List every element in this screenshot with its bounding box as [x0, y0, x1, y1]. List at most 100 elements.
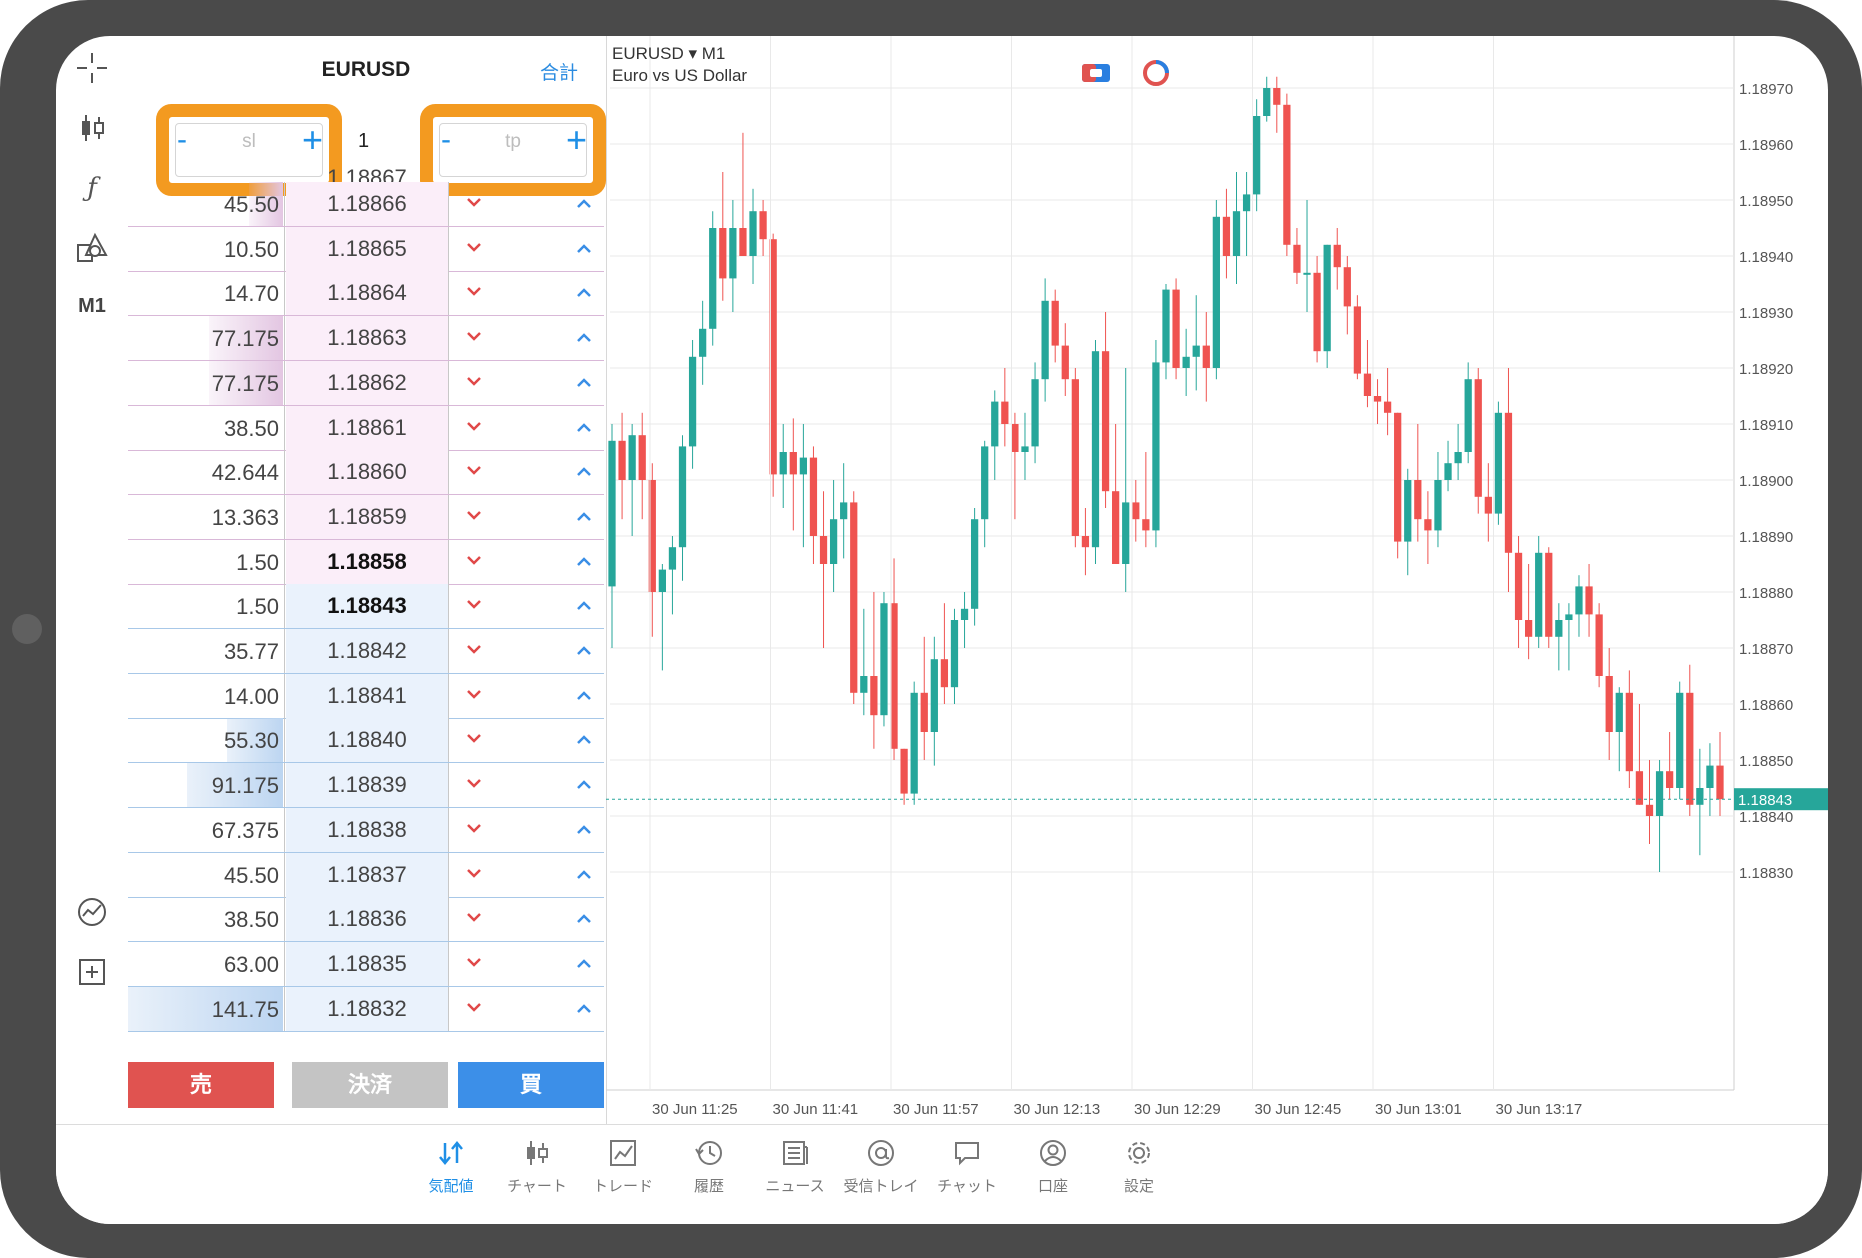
dom-row[interactable]: 67.375 1.18838	[128, 807, 604, 853]
dom-row[interactable]: 141.75 1.18832	[128, 986, 604, 1032]
buy-limit-chevron-icon[interactable]	[576, 328, 592, 349]
sell-limit-chevron-icon[interactable]	[466, 907, 482, 928]
buy-limit-chevron-icon[interactable]	[576, 954, 592, 975]
sell-limit-chevron-icon[interactable]	[466, 863, 482, 884]
column-divider	[448, 405, 449, 450]
dom-row[interactable]: 38.50 1.18861	[128, 405, 604, 451]
candle-body	[1605, 676, 1613, 732]
sell-button[interactable]: 売	[128, 1062, 274, 1108]
tp-field[interactable]	[439, 123, 587, 177]
sell-limit-chevron-icon[interactable]	[466, 639, 482, 660]
chart-canvas[interactable]: 1.18970 1.18960 1.18950 1.18940 1.18930 1.189…	[606, 36, 1828, 1124]
crosshair-icon[interactable]	[72, 48, 112, 88]
column-divider	[284, 494, 285, 539]
sell-limit-chevron-icon[interactable]	[466, 728, 482, 749]
buy-limit-chevron-icon[interactable]	[576, 909, 592, 930]
buy-limit-chevron-icon[interactable]	[576, 686, 592, 707]
dom-row[interactable]: 1.50 1.18858	[128, 539, 604, 585]
sell-limit-chevron-icon[interactable]	[466, 416, 482, 437]
buy-limit-chevron-icon[interactable]	[576, 730, 592, 751]
indicators-icon[interactable]: ƒ	[87, 173, 97, 203]
price-tick-label: 1.18900	[1739, 473, 1793, 490]
dom-row[interactable]: 38.50 1.18836	[128, 897, 604, 943]
buy-limit-chevron-icon[interactable]	[576, 507, 592, 528]
buy-limit-chevron-icon[interactable]	[576, 462, 592, 483]
sell-limit-chevron-icon[interactable]	[466, 952, 482, 973]
new-order-icon[interactable]	[72, 952, 112, 992]
buy-limit-chevron-icon[interactable]	[576, 194, 592, 215]
candlestick-icon[interactable]	[72, 108, 112, 148]
dom-row[interactable]: 10.50 1.18865	[128, 226, 604, 272]
nav-item-mail[interactable]: 受信トレイ	[836, 1133, 926, 1196]
nav-item-quotes[interactable]: 気配値	[406, 1133, 496, 1196]
tp-stepper[interactable]: - tp +	[430, 114, 596, 186]
sell-limit-chevron-icon[interactable]	[466, 594, 482, 615]
sell-limit-chevron-icon[interactable]	[466, 460, 482, 481]
sl-field[interactable]	[175, 123, 323, 177]
indicator-ring-icon[interactable]	[1143, 60, 1169, 86]
buy-limit-chevron-icon[interactable]	[576, 373, 592, 394]
dom-row[interactable]: 77.175 1.18862	[128, 360, 604, 406]
price-chart[interactable]: 1.18970 1.18960 1.18950 1.18940 1.18930 1.189…	[606, 36, 1828, 1124]
nav-item-chart[interactable]: チャート	[492, 1133, 582, 1196]
sell-limit-chevron-icon[interactable]	[466, 684, 482, 705]
nav-item-trade[interactable]: トレード	[578, 1133, 668, 1196]
buy-limit-chevron-icon[interactable]	[576, 820, 592, 841]
buy-limit-chevron-icon[interactable]	[576, 239, 592, 260]
sell-limit-chevron-icon[interactable]	[466, 505, 482, 526]
nav-item-history[interactable]: 履歴	[664, 1133, 754, 1196]
buy-button[interactable]: 買	[458, 1062, 604, 1108]
sell-limit-chevron-icon[interactable]	[466, 281, 482, 302]
dom-row[interactable]: 45.50 1.18866	[128, 182, 604, 227]
timeframe-button[interactable]: M1	[78, 294, 106, 317]
column-divider	[448, 718, 449, 763]
nav-item-account[interactable]: 口座	[1008, 1133, 1098, 1196]
tp-minus-button[interactable]: -	[441, 123, 451, 156]
sell-limit-chevron-icon[interactable]	[466, 818, 482, 839]
dom-row[interactable]: 91.175 1.18839	[128, 763, 604, 809]
sell-limit-chevron-icon[interactable]	[466, 326, 482, 347]
sl-plus-button[interactable]: +	[301, 119, 323, 160]
one-click-trading-icon[interactable]	[1082, 64, 1110, 82]
buy-limit-chevron-icon[interactable]	[576, 283, 592, 304]
column-divider	[284, 629, 285, 673]
close-button[interactable]: 決済	[292, 1062, 448, 1108]
chart-symbol[interactable]: EURUSD ▾ M1	[612, 44, 726, 63]
volume-input[interactable]: 1	[358, 130, 370, 152]
buy-limit-chevron-icon[interactable]	[576, 552, 592, 573]
sl-stepper[interactable]: - sl +	[166, 114, 332, 186]
sell-limit-chevron-icon[interactable]	[466, 371, 482, 392]
dom-row[interactable]: 1.50 1.18843	[128, 584, 604, 630]
dom-volume-cell: 55.30	[128, 718, 283, 763]
dom-row[interactable]: 35.77 1.18842	[128, 629, 604, 674]
dom-row[interactable]: 14.00 1.18841	[128, 673, 604, 719]
total-button[interactable]: 合計	[539, 63, 578, 84]
buy-limit-chevron-icon[interactable]	[576, 775, 592, 796]
dom-row[interactable]: 55.30 1.18840	[128, 718, 604, 764]
objects-icon[interactable]	[72, 228, 112, 268]
nav-item-chat[interactable]: チャット	[922, 1133, 1012, 1196]
dom-row[interactable]: 42.644 1.18860	[128, 450, 604, 496]
dom-row[interactable]: 13.363 1.18859	[128, 494, 604, 540]
nav-item-news[interactable]: ニュース	[750, 1133, 840, 1196]
sell-limit-chevron-icon[interactable]	[466, 773, 482, 794]
dom-row[interactable]: 77.175 1.18863	[128, 316, 604, 362]
buy-limit-chevron-icon[interactable]	[576, 865, 592, 886]
buy-limit-chevron-icon[interactable]	[576, 596, 592, 617]
buy-limit-chevron-icon[interactable]	[576, 641, 592, 662]
trade-chart-icon[interactable]	[72, 892, 112, 932]
sell-limit-chevron-icon[interactable]	[466, 550, 482, 571]
nav-item-settings[interactable]: 設定	[1094, 1133, 1184, 1196]
buy-limit-chevron-icon[interactable]	[576, 418, 592, 439]
candle-body	[1716, 765, 1724, 800]
sell-limit-chevron-icon[interactable]	[466, 237, 482, 258]
sell-limit-chevron-icon[interactable]	[466, 192, 482, 213]
dom-row[interactable]: 45.50 1.18837	[128, 852, 604, 898]
sl-minus-button[interactable]: -	[177, 123, 187, 156]
tp-plus-button[interactable]: +	[565, 119, 587, 160]
dom-row[interactable]: 63.00 1.18835	[128, 941, 604, 987]
buy-limit-chevron-icon[interactable]	[576, 999, 592, 1020]
sell-limit-chevron-icon[interactable]	[466, 997, 482, 1018]
dom-price: 1.18860	[286, 450, 448, 495]
dom-row[interactable]: 14.70 1.18864	[128, 271, 604, 317]
